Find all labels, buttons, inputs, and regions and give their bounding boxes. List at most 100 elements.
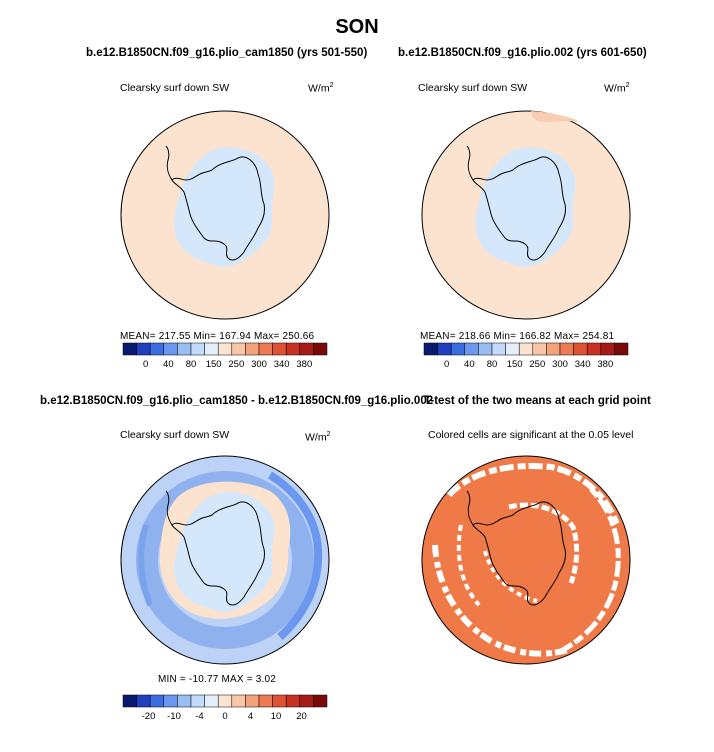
panel-3-title: b.e12.B1850CN.f09_g16.plio_cam1850 - b.e… (40, 395, 434, 407)
panel-2-colorbar-tick-label: 380 (597, 359, 613, 370)
panel-3-colorbar-swatch (204, 694, 219, 708)
panel-2-units: W/m2 (604, 82, 630, 95)
panel-1-colorbar-swatch (190, 342, 205, 356)
panel-3-dark-band-2 (138, 524, 153, 607)
panel-1-stats: MEAN= 217.55 Min= 167.94 Max= 250.66 (120, 331, 315, 342)
panel-4-significant (421, 455, 631, 665)
panel-2-map (421, 110, 631, 320)
panel-1-colorbar-swatch (299, 342, 314, 356)
panel-2-colorbar-swatch (505, 342, 520, 356)
panel-3-colorbar-tick-label: 20 (296, 711, 307, 722)
panel-3-colorbar-swatch (136, 694, 151, 708)
panel-2-colorbar-tick-label: 80 (487, 359, 498, 370)
panel-2-variable: Clearsky surf down SW (418, 82, 528, 94)
panel-1-colorbar-swatch (258, 342, 273, 356)
panel-4-peninsula (466, 490, 474, 526)
panel-3-coastline (171, 501, 265, 606)
panel-3-colorbar-swatch (258, 694, 273, 708)
panel-2-colorbar-swatch (573, 342, 588, 356)
panel-1-colorbar: 0 40 80 150 250 300 340 380 (122, 342, 328, 370)
panel-3-colorbar-tick-label: 4 (248, 711, 253, 722)
panel-3-colorbar-swatch (245, 694, 260, 708)
panel-1-coastline (171, 156, 265, 261)
panel-1-title: b.e12.B1850CN.f09_g16.plio_cam1850 (yrs … (86, 47, 368, 59)
panel-1-colorbar-swatch (245, 342, 260, 356)
panel-3-colorbar-tick-label: -20 (142, 711, 156, 722)
panel-1-colorbar-tick-label: 340 (274, 359, 290, 370)
panel-2-colorbar-swatch (546, 342, 561, 356)
panel-2-polar-region (475, 147, 576, 268)
panel-1-colorbar-tick-label: 300 (251, 359, 267, 370)
panel-4-nonsig-band-3 (432, 544, 572, 657)
panel-2-colorbar-swatch (614, 342, 629, 356)
panel-4-nonsig-band-2 (559, 487, 621, 654)
panel-1-colorbar-swatch (217, 342, 233, 356)
panel-3-colorbar-swatch (299, 694, 314, 708)
panel-4-title: T-test of the two means at each grid poi… (424, 395, 651, 407)
panel-4-nonsig-band-1 (446, 463, 620, 527)
panel-1-colorbar-swatch (272, 342, 287, 356)
panel-1-units: W/m2 (308, 82, 334, 95)
figure-title: SON (335, 16, 379, 38)
panel-1-colorbar-swatch (285, 342, 301, 356)
panel-2-colorbar-swatch (586, 342, 602, 356)
panel-3-units: W/m2 (305, 431, 331, 444)
panel-1-colorbar-tick-label: 150 (206, 359, 222, 370)
panel-3-colorbar-swatch (149, 694, 165, 708)
panel-4-nonsig-band-4 (456, 524, 481, 607)
panel-3-variable: Clearsky surf down SW (120, 429, 230, 441)
panel-2-colorbar-tick-label: 150 (507, 359, 523, 370)
panel-2-colorbar-swatch (491, 342, 506, 356)
panel-3-peninsula (165, 490, 173, 526)
panel-2-colorbar-swatch (478, 342, 493, 356)
panel-1-colorbar-swatch (136, 342, 151, 356)
panel-3-colorbar-tick-label: 10 (271, 711, 282, 722)
panel-2-colorbar-swatch (518, 342, 534, 356)
panel-3-colorbar-swatch (122, 694, 137, 708)
panel-2-colorbar-tick-label: 250 (529, 359, 545, 370)
panel-3-colorbar-swatch (177, 694, 192, 708)
panel-1-colorbar-swatch (163, 342, 178, 356)
panel-2-colorbar-tick-label: 0 (444, 359, 449, 370)
panel-1-colorbar-tick-label: 80 (186, 359, 197, 370)
panel-3-colorbar-swatch (217, 694, 233, 708)
panel-4-nonsig-inner-2 (483, 550, 538, 603)
panel-1-peninsula (165, 145, 173, 181)
panel-3-colorbar-swatch (231, 694, 246, 708)
panel-2-colorbar-tick-label: 300 (552, 359, 568, 370)
panel-2-colorbar-tick-label: 40 (464, 359, 475, 370)
panel-3-colorbar-swatch (285, 694, 301, 708)
panel-3-polar-region (174, 492, 275, 613)
panel-4-nonsig-inner (508, 502, 580, 584)
panel-1-colorbar-swatch (149, 342, 165, 356)
panel-1-colorbar-tick-label: 250 (228, 359, 244, 370)
panel-1-colorbar-swatch (204, 342, 219, 356)
panel-2-peninsula (466, 145, 474, 181)
panel-3-colorbar-tick-label: -4 (195, 711, 203, 722)
panel-2-colorbar-swatch (559, 342, 574, 356)
panel-1-colorbar-tick-label: 40 (163, 359, 174, 370)
panel-3-colorbar: -20 -10 -4 0 4 10 20 (122, 694, 328, 722)
panel-3-map (120, 455, 330, 665)
panel-1-colorbar-swatch (177, 342, 192, 356)
panel-1-colorbar-swatch (313, 342, 328, 356)
panel-2-colorbar-tick-label: 340 (575, 359, 591, 370)
panel-4-map (421, 455, 631, 665)
panel-2-colorbar-swatch (532, 342, 547, 356)
panel-3-colorbar-swatch (190, 694, 205, 708)
panel-1-variable: Clearsky surf down SW (120, 82, 230, 94)
panel-4-variable: Colored cells are significant at the 0.0… (428, 429, 634, 441)
panel-2-colorbar-swatch (464, 342, 479, 356)
panel-2-colorbar-swatch (450, 342, 466, 356)
panel-3-stats: MIN = -10.77 MAX = 3.02 (158, 674, 276, 685)
panel-3-colorbar-swatch (313, 694, 328, 708)
panel-3-dark-band (267, 471, 323, 640)
panel-2-title: b.e12.B1850CN.f09_g16.plio.002 (yrs 601-… (398, 47, 647, 59)
panel-2-stats: MEAN= 218.66 Min= 166.82 Max= 254.81 (420, 331, 615, 342)
panel-1-colorbar-swatch (122, 342, 137, 356)
panel-3-colorbar-swatch (272, 694, 287, 708)
panel-1-colorbar-tick-label: 0 (143, 359, 148, 370)
panel-2-colorbar-swatch (600, 342, 615, 356)
panel-1-map (120, 110, 330, 320)
panel-2-coastline (472, 156, 566, 261)
